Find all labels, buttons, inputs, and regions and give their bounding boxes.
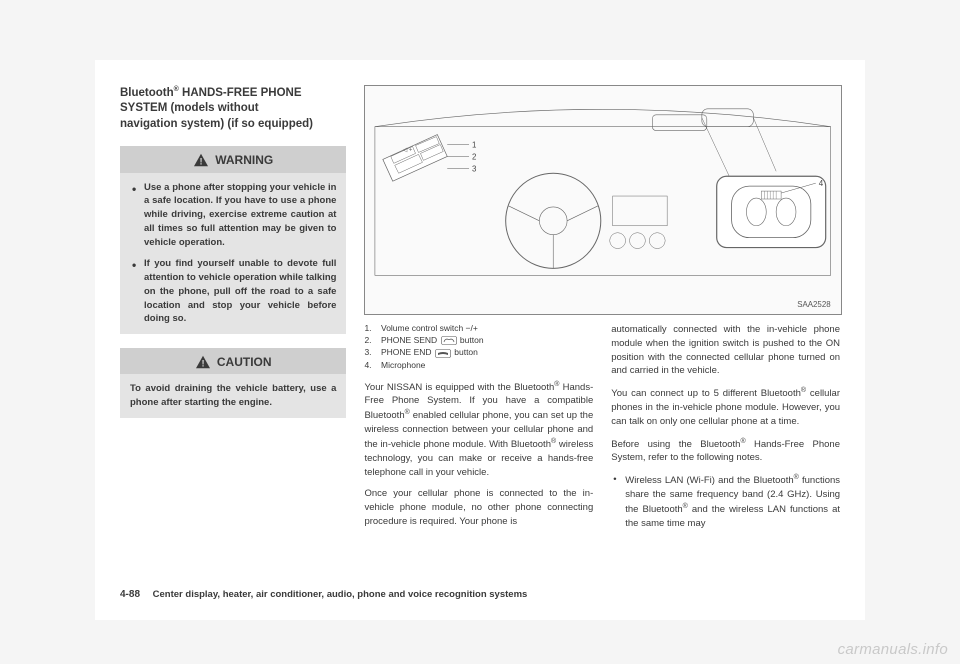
diagram-legend: 1. Volume control switch −/+ 2. PHONE SE… [364,323,593,370]
callout-1: 1 [472,140,477,149]
column-1: Bluetooth® HANDS-FREE PHONE SYSTEM (mode… [120,85,346,575]
body-paragraph: Once your cellular phone is connected to… [364,487,593,528]
warning-body: Use a phone after stopping your vehicle … [120,173,346,335]
right-block: ◁ + 1 2 3 [364,85,840,575]
body-paragraph: Before using the Bluetooth® Hands-Free P… [611,437,840,466]
legend-item: 3. PHONE END button [364,347,593,357]
warning-header: ! WARNING [120,146,346,172]
phone-end-icon [435,349,451,358]
list-item: Wireless LAN (Wi-Fi) and the Bluetooth® … [611,473,840,530]
callout-2: 2 [472,152,476,161]
body-paragraph: automatically connected with the in-vehi… [611,323,840,378]
page-number: 4-88 [120,589,140,600]
warning-label: WARNING [215,152,273,168]
svg-text:!: ! [201,359,204,369]
columns: Bluetooth® HANDS-FREE PHONE SYSTEM (mode… [120,85,840,575]
column-3: automatically connected with the in-vehi… [611,323,840,575]
content-area: Bluetooth® HANDS-FREE PHONE SYSTEM (mode… [120,85,840,600]
caution-icon: ! [195,355,211,369]
body-paragraph: Your NISSAN is equipped with the Bluetoo… [364,380,593,480]
caution-body: To avoid draining the vehicle battery, u… [120,374,346,418]
diagram-id: SAA2528 [798,300,832,309]
column-2: 1. Volume control switch −/+ 2. PHONE SE… [364,323,593,575]
callout-4: 4 [819,179,824,188]
section-title: Bluetooth® HANDS-FREE PHONE SYSTEM (mode… [120,85,346,132]
legend-item: 2. PHONE SEND button [364,335,593,345]
watermark: carmanuals.info [838,641,948,658]
legend-item: 1. Volume control switch −/+ [364,323,593,333]
svg-text:!: ! [200,157,203,167]
footer-text: Center display, heater, air conditioner,… [153,589,528,600]
svg-text:◁ +: ◁ + [403,147,413,153]
legend-item: 4. Microphone [364,360,593,370]
caution-header: ! CAUTION [120,348,346,374]
body-paragraph: You can connect up to 5 different Blueto… [611,386,840,428]
callout-3: 3 [472,164,477,173]
warning-icon: ! [193,153,209,167]
sub-columns: 1. Volume control switch −/+ 2. PHONE SE… [364,323,840,575]
caution-label: CAUTION [217,354,272,370]
interior-diagram: ◁ + 1 2 3 [364,85,842,315]
warning-item: If you find yourself unable to devote fu… [130,257,336,326]
page-footer: 4-88 Center display, heater, air conditi… [120,589,527,600]
notes-list: Wireless LAN (Wi-Fi) and the Bluetooth® … [611,473,840,530]
manual-page: Bluetooth® HANDS-FREE PHONE SYSTEM (mode… [95,60,865,620]
warning-item: Use a phone after stopping your vehicle … [130,181,336,250]
phone-send-icon [441,336,457,345]
